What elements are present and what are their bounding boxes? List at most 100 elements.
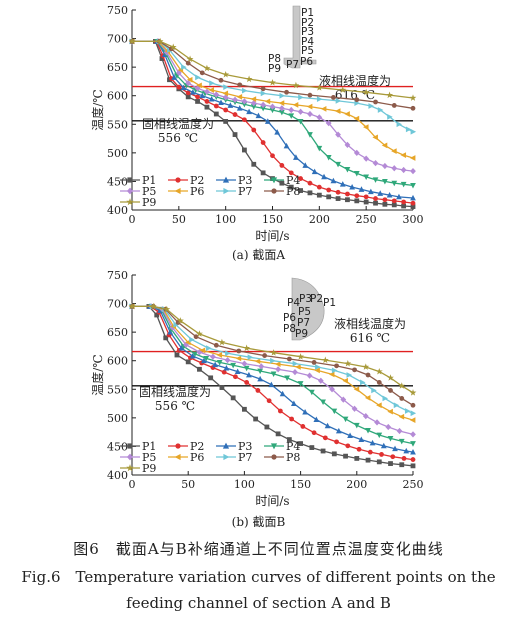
series-line-p5: [132, 305, 414, 436]
data-point: [330, 177, 337, 184]
data-point: [213, 342, 219, 348]
data-point: [212, 361, 219, 368]
data-point: [410, 168, 416, 175]
data-point: [232, 96, 238, 103]
data-point: [362, 413, 369, 420]
data-point: [245, 75, 253, 83]
y-tick-label: 650: [107, 61, 128, 74]
data-point: [288, 106, 295, 114]
data-point: [396, 427, 403, 435]
data-point: [167, 329, 174, 335]
legend-marker: [175, 443, 181, 449]
data-point: [320, 448, 326, 454]
data-point: [373, 99, 378, 105]
data-point: [354, 198, 360, 204]
data-point: [410, 463, 416, 469]
data-point: [380, 442, 387, 449]
data-point: [388, 388, 393, 393]
data-point: [377, 107, 384, 113]
data-point: [325, 155, 332, 161]
legend-item-p9: P9: [120, 462, 156, 475]
data-point: [410, 128, 417, 135]
data-point: [306, 103, 313, 110]
data-point: [367, 449, 373, 455]
data-point: [353, 115, 360, 122]
data-point: [206, 345, 212, 352]
data-point: [307, 190, 313, 196]
data-point: [367, 188, 374, 195]
legend-marker: [126, 453, 134, 461]
data-point: [410, 402, 416, 408]
x-tick-label: 250: [356, 213, 377, 226]
data-point: [400, 181, 407, 188]
inset-label-p6: P6: [300, 56, 313, 68]
data-point: [199, 347, 206, 354]
data-point: [314, 367, 320, 374]
data-point: [195, 99, 200, 104]
data-point: [278, 100, 285, 107]
data-point: [181, 64, 187, 71]
data-point: [373, 200, 378, 206]
data-point: [298, 94, 304, 101]
data-point: [274, 129, 281, 135]
data-point: [213, 111, 219, 117]
data-point: [270, 357, 276, 364]
data-point: [311, 168, 318, 175]
data-point: [315, 364, 321, 370]
data-point: [302, 409, 308, 415]
data-point: [325, 120, 332, 127]
data-point: [292, 101, 299, 108]
y-tick-label: 400: [107, 204, 128, 217]
data-point: [241, 98, 248, 105]
data-point: [279, 180, 285, 186]
data-point: [391, 165, 398, 172]
data-point: [393, 402, 400, 409]
data-point: [201, 357, 207, 364]
data-point: [321, 356, 329, 364]
data-point: [354, 456, 360, 461]
data-point: [196, 330, 203, 337]
data-point: [199, 92, 206, 99]
inset-shape: [291, 277, 325, 341]
inset-label-p1: P1: [301, 7, 314, 19]
data-point: [391, 103, 397, 108]
series-p2: [129, 39, 416, 206]
x-axis-label: 时间/s: [255, 494, 289, 508]
series-p8: [129, 304, 416, 408]
data-point: [255, 388, 261, 393]
data-point: [396, 193, 402, 200]
data-point: [398, 382, 406, 389]
x-tick-label: 50: [172, 213, 186, 226]
data-point: [293, 154, 299, 160]
data-point: [387, 436, 394, 442]
data-point: [236, 93, 243, 100]
data-point: [400, 166, 407, 174]
inset-label-p5: P5: [298, 306, 311, 318]
legend-label: P2: [190, 440, 204, 453]
data-point: [399, 462, 405, 468]
data-point: [398, 413, 405, 420]
data-point: [334, 439, 339, 445]
legend-label: P8: [286, 451, 300, 464]
data-point: [362, 363, 370, 370]
inset-label-p4: P4: [301, 36, 314, 48]
legend-item-p2: P2: [168, 440, 204, 453]
data-point: [387, 113, 393, 120]
data-point: [351, 405, 358, 412]
data-point: [410, 200, 416, 206]
data-point: [260, 86, 266, 92]
data-point: [364, 394, 371, 401]
legend-label: P8: [286, 185, 300, 198]
data-point: [297, 108, 304, 115]
legend-item-p2: P2: [168, 174, 204, 187]
data-point: [224, 357, 231, 364]
data-point: [353, 386, 360, 393]
y-tick-label: 750: [107, 4, 128, 17]
data-point: [242, 406, 247, 412]
legend-item-p5: P5: [120, 185, 156, 198]
series-line-p6: [132, 305, 414, 421]
data-point: [266, 398, 272, 404]
x-tick-label: 100: [234, 478, 255, 491]
data-point: [365, 457, 371, 463]
data-point: [400, 152, 407, 159]
